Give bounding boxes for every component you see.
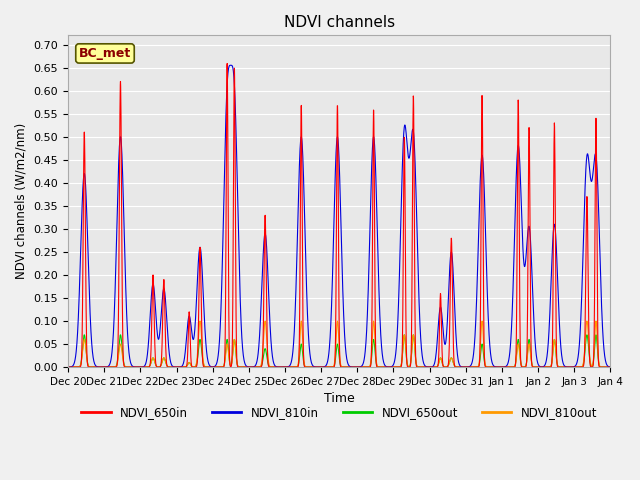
NDVI_650out (496, 364, 504, 370)
NDVI_650out (64, 364, 72, 370)
NDVI_810in (158, 299, 166, 304)
NDVI_650out (81, 332, 88, 338)
NDVI_650in (158, 341, 166, 347)
NDVI_810in (278, 364, 286, 370)
NDVI_650out (159, 359, 166, 364)
NDVI_650in (596, 364, 604, 370)
Line: NDVI_810in: NDVI_810in (68, 65, 611, 367)
NDVI_650in (273, 364, 280, 370)
Title: NDVI channels: NDVI channels (284, 15, 395, 30)
NDVI_810in (296, 150, 304, 156)
NDVI_810in (227, 62, 235, 68)
Y-axis label: NDVI channels (W/m2/nm): NDVI channels (W/m2/nm) (15, 123, 28, 279)
NDVI_650in (126, 364, 134, 370)
NDVI_650in (223, 60, 231, 66)
NDVI_650out (126, 364, 134, 370)
Legend: NDVI_650in, NDVI_810in, NDVI_650out, NDVI_810out: NDVI_650in, NDVI_810in, NDVI_650out, NDV… (77, 402, 602, 424)
NDVI_810out (64, 364, 72, 370)
NDVI_810out (596, 364, 604, 370)
Line: NDVI_650out: NDVI_650out (68, 335, 611, 367)
Line: NDVI_650in: NDVI_650in (68, 63, 611, 367)
NDVI_810out (538, 364, 545, 370)
NDVI_810out (158, 359, 166, 365)
NDVI_810out (496, 364, 504, 370)
NDVI_810out (592, 318, 600, 324)
NDVI_810out (272, 364, 280, 370)
NDVI_810in (538, 364, 545, 370)
Text: BC_met: BC_met (79, 47, 131, 60)
NDVI_650in (538, 364, 545, 370)
NDVI_650in (64, 364, 72, 370)
NDVI_650in (296, 304, 303, 310)
NDVI_650in (496, 364, 504, 370)
NDVI_810out (296, 344, 303, 349)
NDVI_810out (126, 364, 134, 370)
NDVI_810in (64, 364, 72, 370)
NDVI_810in (273, 364, 280, 370)
NDVI_810in (596, 259, 604, 265)
NDVI_650out (596, 364, 604, 370)
NDVI_650in (607, 364, 614, 370)
NDVI_650out (538, 364, 545, 370)
NDVI_810in (126, 357, 134, 362)
NDVI_810out (607, 364, 614, 370)
NDVI_810in (607, 364, 614, 370)
NDVI_650out (273, 364, 280, 370)
NDVI_650out (607, 364, 614, 370)
X-axis label: Time: Time (324, 392, 355, 405)
Line: NDVI_810out: NDVI_810out (68, 321, 611, 367)
NDVI_650out (296, 352, 303, 358)
